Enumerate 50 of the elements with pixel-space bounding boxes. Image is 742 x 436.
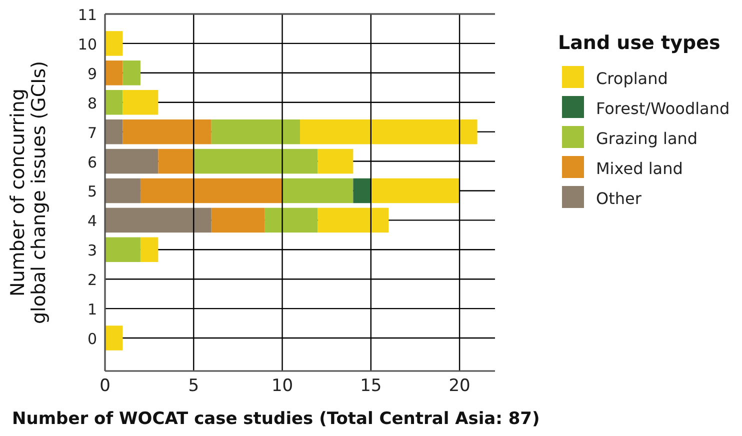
bar	[105, 208, 212, 233]
legend-label: Grazing land	[596, 129, 698, 148]
bar	[105, 31, 123, 56]
bar	[194, 148, 318, 174]
y-tick-label: 0	[87, 330, 97, 348]
bar	[105, 237, 140, 262]
y-tick-label: 10	[78, 35, 97, 54]
bar	[158, 148, 194, 174]
bar	[211, 119, 300, 144]
bar	[140, 178, 282, 204]
x-tick-label: 15	[360, 376, 382, 396]
y-axis-title: Number of concurring global change issues (GCIs)	[7, 60, 50, 324]
y-tick-label: 5	[87, 182, 97, 201]
y-tick-label: 3	[87, 242, 97, 260]
bar	[105, 60, 123, 86]
legend-title: Land use types	[558, 32, 720, 54]
bar	[105, 326, 123, 350]
x-tick-label: 20	[448, 376, 470, 396]
y-tick-label: 2	[87, 271, 97, 290]
bar	[370, 178, 460, 204]
x-tick-label: 5	[188, 376, 200, 396]
bar	[300, 119, 478, 144]
bar	[282, 178, 354, 204]
y-tick-label: 7	[87, 124, 97, 142]
x-axis-title: Number of WOCAT case studies (Total Central Asia: 87)	[12, 409, 540, 429]
bar	[264, 208, 318, 233]
bar	[105, 148, 158, 174]
bar	[105, 178, 140, 204]
legend-label: Forest/Woodland	[596, 99, 730, 118]
y-tick-label: 9	[87, 64, 97, 83]
bar	[105, 119, 123, 144]
y-tick-label: 8	[87, 94, 97, 112]
bar	[122, 90, 158, 115]
y-tick-label: 4	[87, 212, 97, 230]
bar	[140, 237, 158, 262]
legend-label: Cropland	[596, 69, 668, 88]
bar	[211, 208, 265, 233]
legend-label: Mixed land	[596, 159, 683, 178]
y-tick-label: 1	[87, 300, 97, 319]
bar	[353, 178, 371, 204]
x-tick-label: 10	[271, 376, 294, 396]
x-tick-label: 0	[100, 376, 110, 396]
bar	[122, 119, 212, 144]
y-tick-label: 11	[78, 6, 97, 24]
y-tick-label: 6	[87, 153, 97, 172]
bar	[318, 148, 354, 174]
bar	[122, 60, 140, 86]
legend-label: Other	[596, 189, 642, 208]
bar	[105, 90, 123, 115]
bar	[318, 208, 389, 233]
